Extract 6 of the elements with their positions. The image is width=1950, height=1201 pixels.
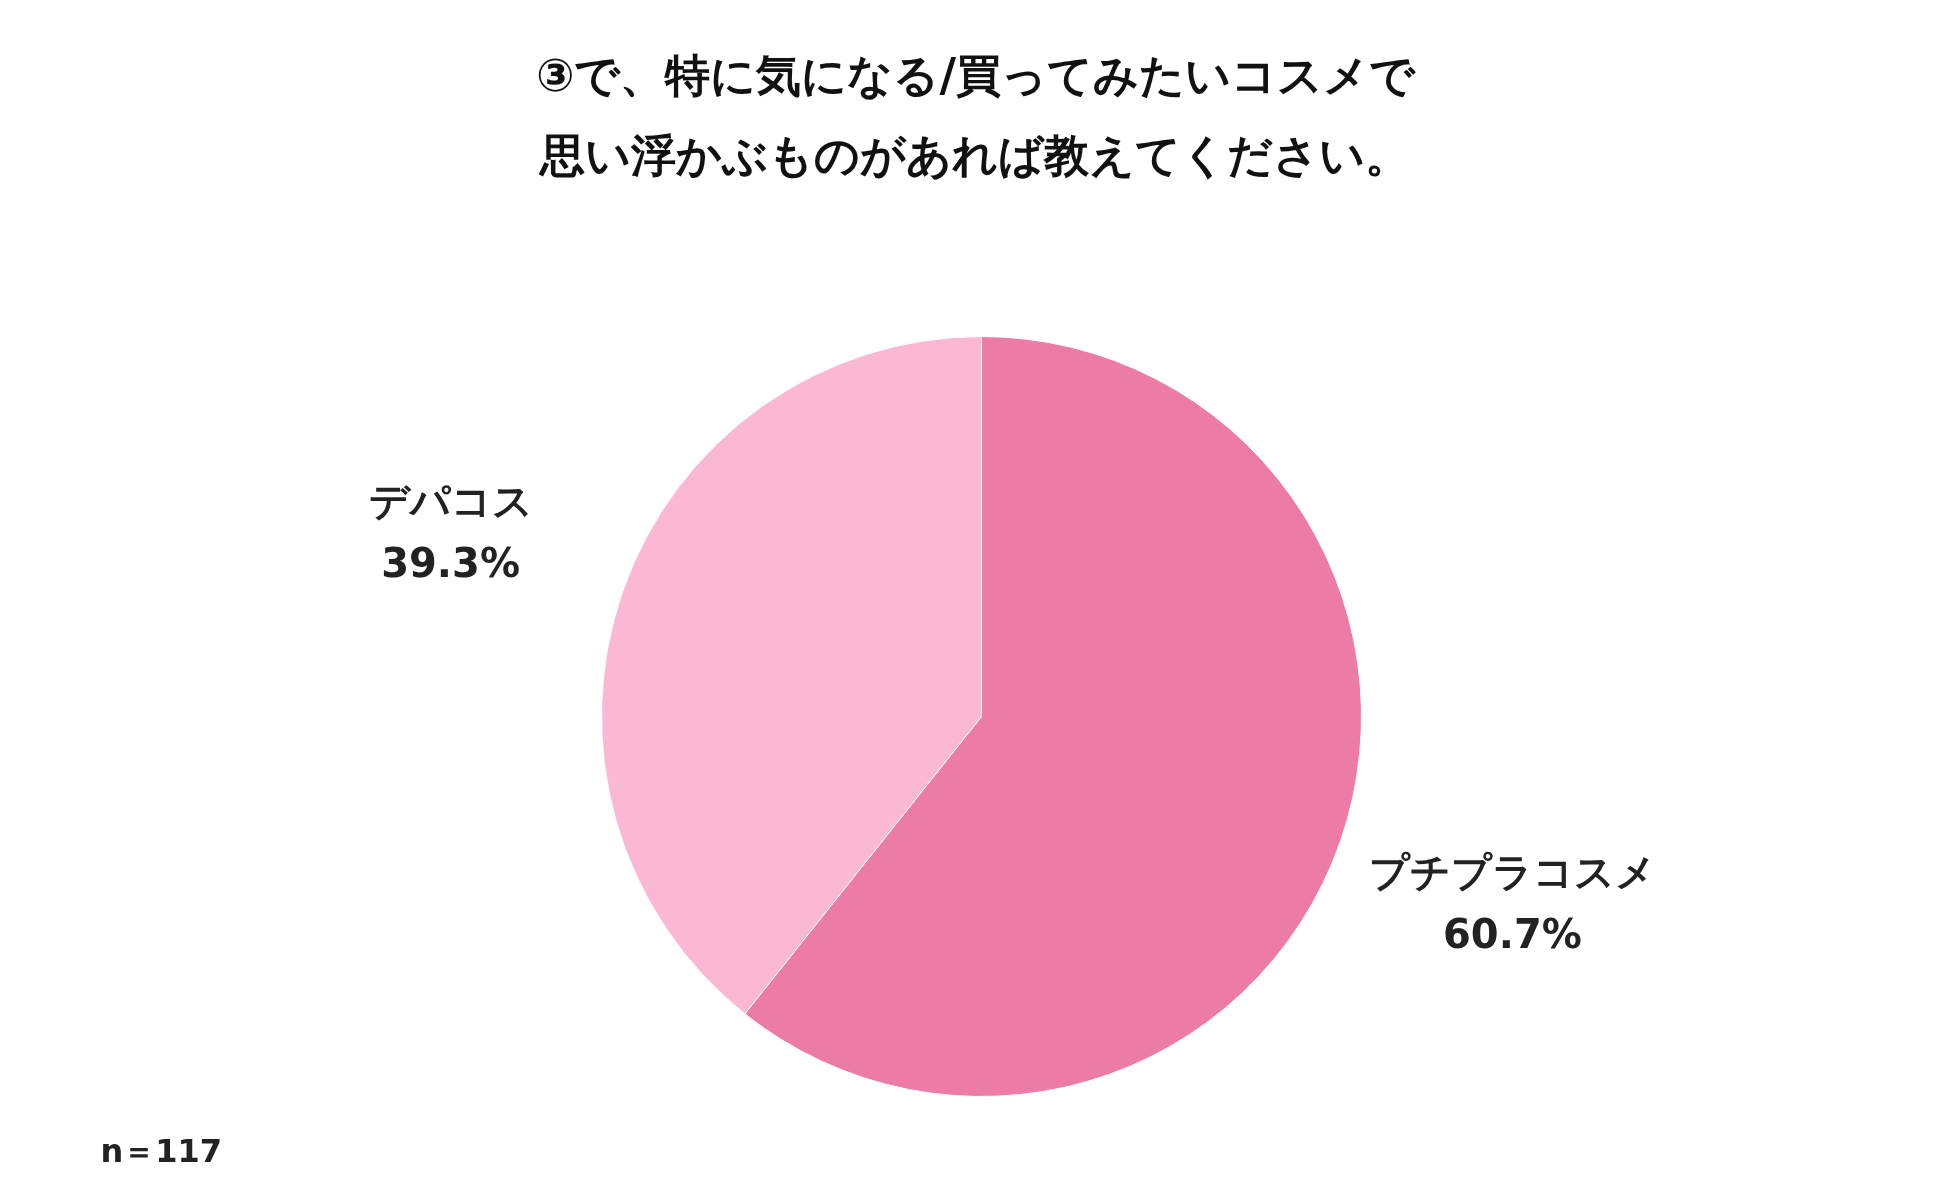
chart-title: ③で、特に気になる/買ってみたいコスメで思い浮かぶものがあれば教えてください。	[536, 49, 1416, 182]
slice-label: プチプラコスメ	[1368, 849, 1656, 896]
slice-label: デパコス	[368, 477, 533, 524]
data-label: 60.7%	[1443, 911, 1582, 958]
text: n＝117	[100, 1131, 223, 1170]
data-label: 39.3%	[381, 539, 520, 586]
